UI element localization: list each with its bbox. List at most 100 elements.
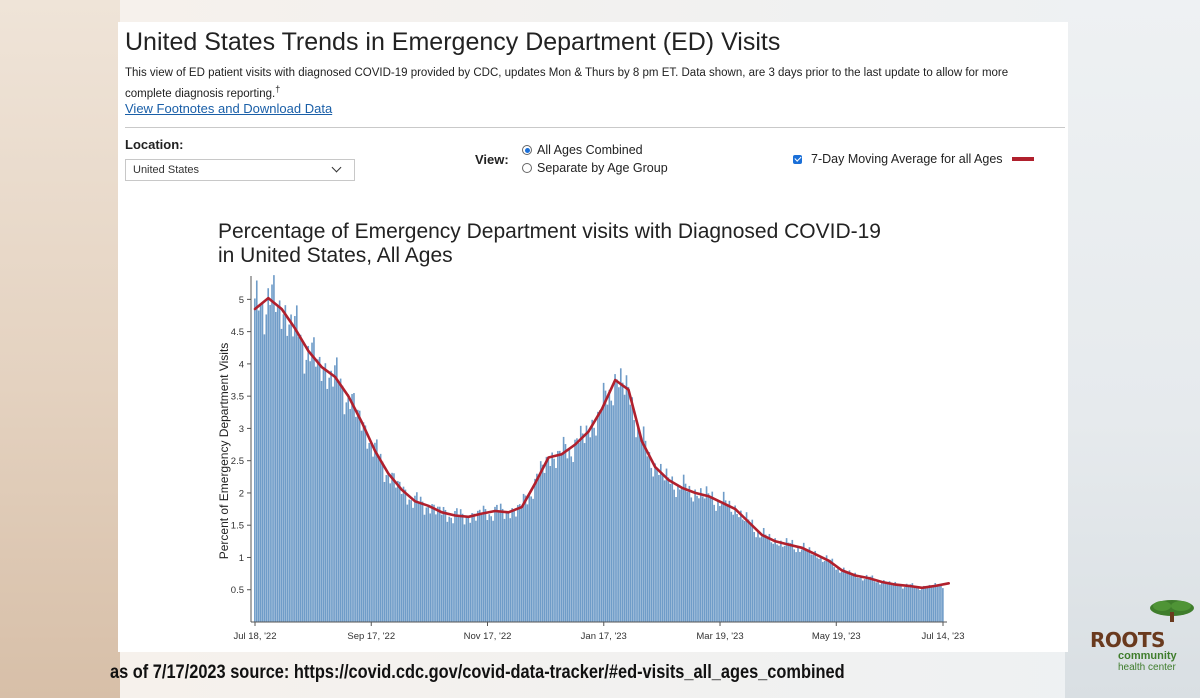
daily-bar xyxy=(261,302,264,622)
daily-bar xyxy=(356,409,359,622)
daily-bar xyxy=(433,504,435,622)
daily-bar xyxy=(520,507,523,622)
daily-bar xyxy=(848,570,851,622)
daily-bar xyxy=(610,400,613,622)
daily-bar xyxy=(781,546,784,622)
daily-bar xyxy=(597,411,599,622)
daily-bar xyxy=(480,514,483,622)
radio-all-ages[interactable]: All Ages Combined xyxy=(522,143,643,157)
daily-bar xyxy=(452,523,454,622)
daily-bar xyxy=(821,561,824,622)
daily-bar xyxy=(509,518,512,622)
daily-bar xyxy=(627,386,630,622)
daily-bar xyxy=(389,483,391,622)
daily-bar xyxy=(812,554,815,622)
daily-bar xyxy=(330,370,332,622)
daily-bar xyxy=(377,456,380,622)
daily-bar xyxy=(446,521,449,622)
daily-bar xyxy=(938,585,940,622)
daily-bar xyxy=(637,424,639,622)
daily-bar xyxy=(837,567,839,622)
daily-bar xyxy=(890,584,893,622)
daily-bar xyxy=(484,509,487,622)
moving-average-toggle[interactable]: 7-Day Moving Average for all Ages xyxy=(793,152,1034,166)
radio-age-group[interactable]: Separate by Age Group xyxy=(522,161,668,175)
daily-bar xyxy=(524,495,527,622)
legend-line-swatch xyxy=(1011,157,1034,161)
daily-bar xyxy=(494,506,496,622)
background-left xyxy=(0,0,120,698)
daily-bar xyxy=(473,513,475,622)
daily-bar xyxy=(545,456,548,622)
daily-bar xyxy=(942,588,944,622)
daily-bar xyxy=(355,416,357,622)
daily-bar xyxy=(341,385,344,622)
daily-bar xyxy=(667,477,670,622)
daily-bar xyxy=(846,572,849,622)
logo-subtitle: community xyxy=(1118,650,1177,662)
daily-bar xyxy=(640,441,643,622)
daily-bar xyxy=(337,382,340,622)
daily-bar xyxy=(715,510,717,622)
daily-bar xyxy=(656,469,658,622)
daily-bar xyxy=(804,548,807,622)
daily-bar xyxy=(324,363,327,622)
daily-bar xyxy=(463,524,466,622)
daily-bar xyxy=(280,328,283,622)
daily-bar xyxy=(726,505,729,622)
daily-bar xyxy=(294,316,296,622)
daily-bar xyxy=(719,506,721,622)
daily-bar xyxy=(564,444,567,622)
daily-bar xyxy=(844,572,847,622)
daily-bar xyxy=(461,513,464,622)
daily-bar xyxy=(539,461,542,622)
daily-bar xyxy=(802,542,805,622)
daily-bar xyxy=(922,585,925,622)
description-text: This view of ED patient visits with diag… xyxy=(125,67,1009,100)
daily-bar xyxy=(673,489,675,622)
location-label: Location: xyxy=(125,137,184,152)
daily-bar xyxy=(313,337,315,622)
daily-bar xyxy=(412,507,414,622)
x-tick-label: May 19, '23 xyxy=(812,631,861,642)
daily-bar xyxy=(589,437,592,622)
daily-bar xyxy=(419,496,422,622)
daily-bar xyxy=(741,519,744,622)
footnotes-download-link[interactable]: View Footnotes and Download Data xyxy=(125,101,333,116)
daily-bar xyxy=(842,567,845,622)
location-select[interactable]: United States xyxy=(125,159,355,181)
daily-bar xyxy=(450,517,452,622)
daily-bar xyxy=(457,515,460,622)
daily-bar xyxy=(541,464,544,622)
daily-bar xyxy=(860,576,862,622)
x-tick-label: Jul 18, '22 xyxy=(233,631,276,642)
daily-bar xyxy=(675,497,677,622)
daily-bar xyxy=(347,394,350,622)
daily-bar xyxy=(263,334,266,622)
daily-bar xyxy=(581,433,584,622)
daily-bar xyxy=(940,584,942,622)
daily-bar xyxy=(717,501,719,622)
daily-bar xyxy=(759,537,761,622)
daily-bar xyxy=(549,466,552,622)
daily-bar xyxy=(665,468,668,622)
daily-bar xyxy=(398,481,401,622)
daily-bar xyxy=(437,506,439,622)
daily-bar xyxy=(501,508,504,622)
daily-bar xyxy=(585,425,588,622)
daily-bar xyxy=(787,542,790,622)
daily-bar xyxy=(892,583,895,622)
daily-bar xyxy=(320,380,323,622)
daily-bar xyxy=(701,496,704,622)
daily-bar xyxy=(318,356,321,622)
daily-bar xyxy=(528,494,531,622)
daily-bar xyxy=(776,544,778,622)
daily-bar xyxy=(894,581,897,622)
daily-bar xyxy=(307,345,310,622)
daily-bar xyxy=(930,587,933,622)
daily-bar xyxy=(477,510,479,622)
daily-bar xyxy=(919,590,921,622)
daily-bar xyxy=(343,414,346,622)
daily-bar xyxy=(326,388,329,622)
daily-bar xyxy=(593,427,595,622)
